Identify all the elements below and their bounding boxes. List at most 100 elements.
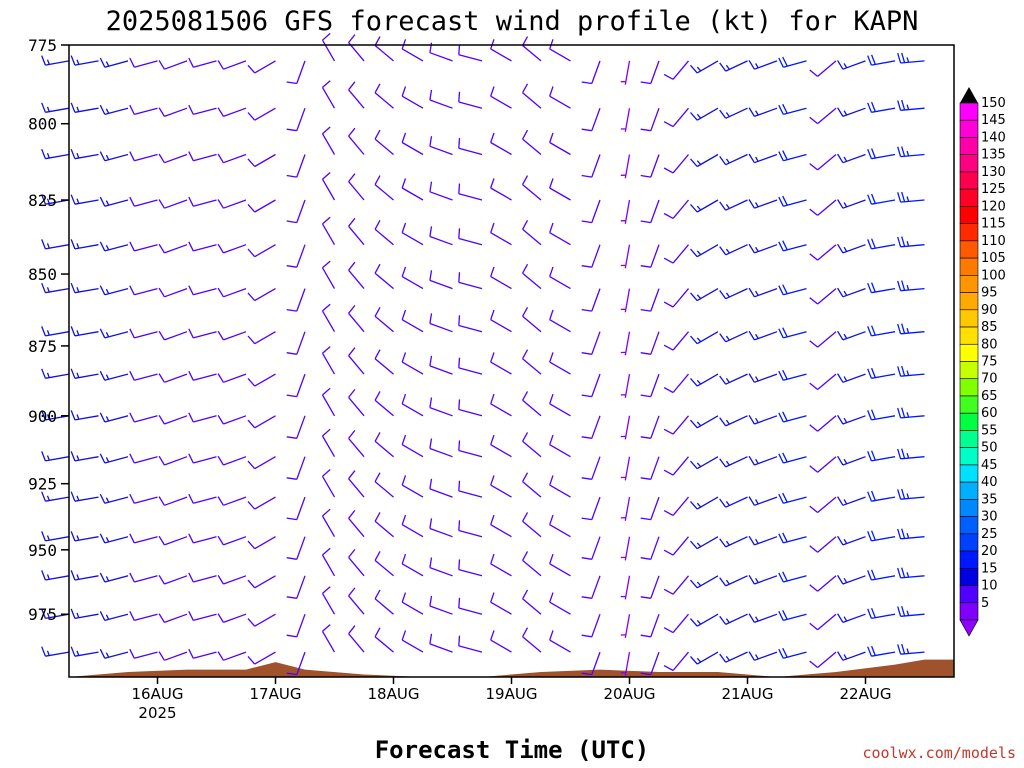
wind-barb [70, 491, 99, 502]
x-tick-year: 2025 [138, 704, 176, 722]
wind-barb [401, 352, 424, 375]
wind-barb [158, 107, 188, 118]
wind-barb [247, 153, 276, 168]
wind-barb [549, 592, 571, 615]
wind-barb [321, 216, 336, 246]
wind-barb [640, 613, 660, 638]
x-tick-label: 18AUG [368, 685, 420, 703]
colorbar-swatch [959, 223, 979, 242]
wind-barb [690, 60, 719, 74]
wind-barb [748, 199, 778, 209]
wind-barb [837, 287, 866, 298]
wind-barb [321, 172, 336, 201]
colorbar-label: 65 [981, 389, 998, 404]
wind-barb [620, 575, 631, 600]
wind-barb [429, 397, 453, 417]
wind-barb [778, 195, 807, 207]
colorbar-top-arrow [960, 87, 978, 103]
wind-barb [581, 199, 601, 224]
wind-barb [374, 349, 394, 375]
wind-barb [490, 178, 512, 201]
wind-barb [719, 244, 748, 256]
colorbar-swatch [959, 102, 979, 121]
wind-barb [286, 154, 306, 178]
wind-barb [286, 651, 306, 676]
wind-barb [522, 432, 542, 458]
wind-barb [897, 236, 925, 248]
wind-barb [247, 613, 276, 627]
wind-barb [522, 349, 542, 375]
wind-barb [897, 52, 925, 64]
colorbar-swatch [959, 378, 979, 397]
wind-barb [581, 575, 601, 599]
colorbar-swatch [959, 412, 979, 431]
wind-barb [374, 512, 394, 538]
colorbar-label: 40 [981, 475, 998, 490]
colorbar-label: 150 [981, 96, 1006, 111]
wind-barb [837, 574, 866, 585]
wind-barb [809, 199, 837, 216]
wind-barb [663, 373, 689, 394]
wind-barb [620, 331, 631, 356]
wind-barb [458, 597, 483, 615]
colorbar-label: 125 [981, 182, 1006, 197]
wind-barb [129, 533, 158, 544]
wind-barb [809, 154, 837, 171]
wind-barb [897, 280, 925, 292]
wind-barb [549, 309, 571, 333]
wind-barb [549, 39, 571, 62]
wind-barb [348, 587, 365, 615]
wind-barb [640, 575, 660, 599]
wind-barb [188, 533, 217, 544]
colorbar-swatch [959, 567, 979, 586]
wind-barb [663, 288, 689, 308]
wind-barb [748, 574, 778, 585]
x-tick-label: 17AUG [250, 685, 302, 703]
wind-barb [458, 399, 483, 417]
wind-barb [374, 551, 394, 577]
wind-barb [321, 32, 336, 62]
wind-barb [401, 514, 424, 538]
wind-barb [778, 610, 807, 622]
wind-barb [620, 108, 631, 132]
wind-barb [640, 496, 660, 521]
wind-barb [663, 154, 689, 174]
wind-barb [663, 107, 689, 128]
wind-barb [41, 55, 70, 66]
wind-barb [188, 285, 217, 296]
wind-barb [458, 91, 483, 109]
wind-barb [321, 624, 336, 653]
colorbar-swatch [959, 499, 979, 517]
colorbar-label: 25 [981, 527, 998, 542]
wind-barb [348, 217, 365, 246]
wind-barb [286, 288, 306, 312]
y-tick-label: 800 [28, 115, 57, 134]
wind-barb [490, 592, 512, 615]
wind-barb [348, 34, 365, 62]
wind-barb [719, 496, 748, 508]
wind-barb [188, 104, 217, 116]
wind-barb [70, 326, 99, 337]
wind-barb [690, 456, 719, 470]
wind-barb [690, 153, 719, 168]
wind-barb [867, 450, 896, 462]
colorbar-swatch [959, 275, 979, 293]
colorbar-label: 35 [981, 492, 998, 507]
wind-barb [690, 244, 719, 258]
wind-barb [129, 151, 158, 162]
wind-barb [429, 355, 453, 375]
wind-barb [549, 393, 571, 417]
wind-barb [217, 153, 247, 164]
wind-barb [70, 55, 99, 66]
wind-barb [640, 60, 660, 85]
colorbar-swatch [959, 240, 979, 259]
wind-barb [490, 132, 512, 156]
wind-barb [581, 107, 601, 132]
wind-barb [748, 243, 778, 254]
wind-barb [286, 575, 306, 599]
wind-barb [401, 434, 424, 458]
wind-barb [549, 475, 571, 498]
wind-barb [70, 239, 99, 250]
wind-barb [690, 331, 719, 345]
wind-barb [286, 373, 306, 398]
